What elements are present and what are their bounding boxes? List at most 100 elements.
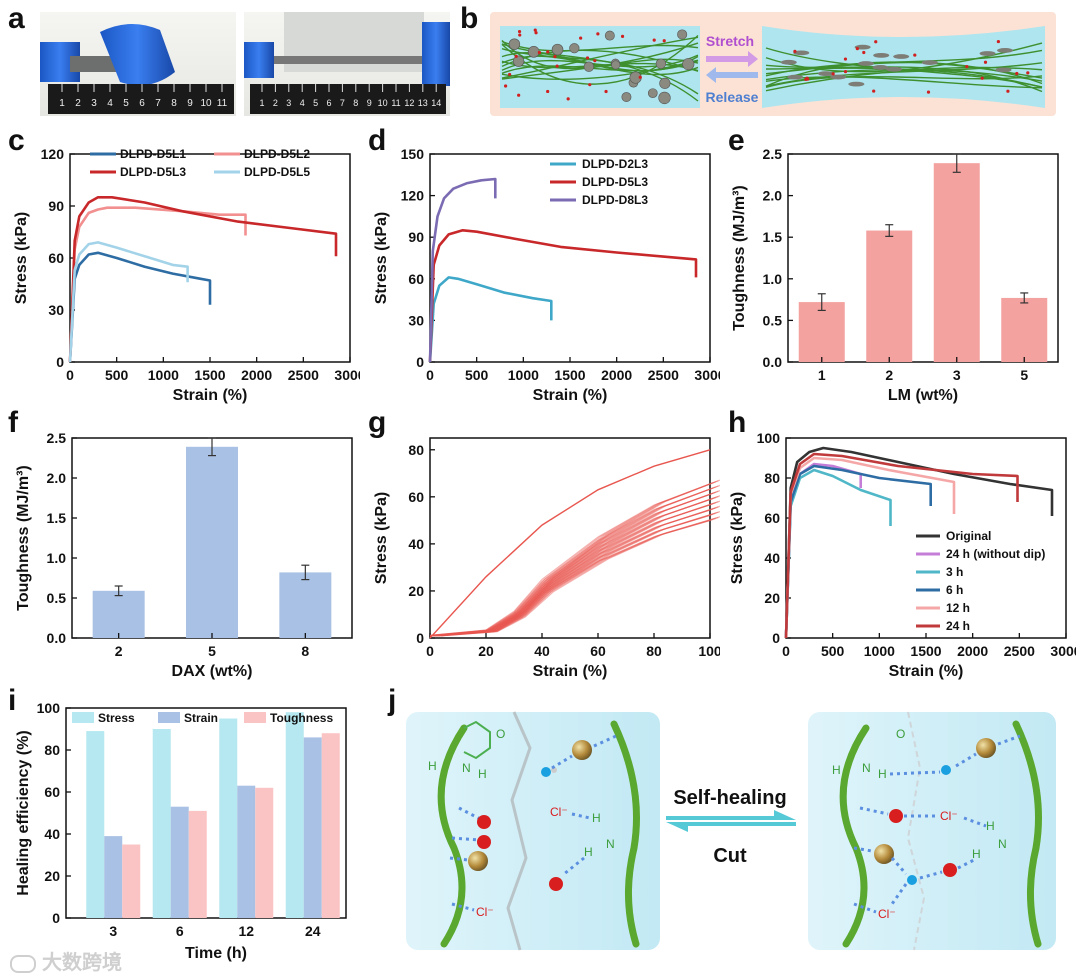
cycle-curve — [435, 517, 716, 637]
x-tick-label: 0 — [426, 643, 434, 659]
bar-Strain-12 — [237, 785, 256, 918]
plot-frame — [429, 437, 711, 639]
liquid-metal-droplet — [682, 58, 695, 71]
cycle-curve — [438, 516, 719, 637]
chloride-ion: Cl⁻ — [878, 907, 896, 921]
chart-f-toughness-dax: 0.0 0.5 1.0 1.5 2.0 2.5 2 5 8 DAX (wt%) Toughness … — [15, 430, 353, 680]
ruler-tick-label: 2 — [75, 98, 81, 109]
polymer-chains-left — [501, 28, 699, 105]
legend-label: 3 h — [946, 565, 963, 579]
y-axis-label: Stress (kPa) — [730, 492, 746, 585]
crack-line — [506, 711, 532, 951]
chart-e-toughness-lm: 0.0 0.5 1.0 1.5 2.0 2.5 1 2 3 5 LM (wt%) Toughness … — [731, 146, 1059, 404]
polymer-chain — [501, 36, 699, 79]
panel-a-photos: 1 2 3 4 5 6 7 8 9 10 11 1 2 3 4 5 6 7 8 9 10 11 12 13 14 — [40, 12, 450, 116]
cycle-curve — [435, 496, 716, 637]
ruler-tick-label: 11 — [217, 98, 228, 109]
y-axis-label: Toughness (MJ/m³) — [15, 465, 32, 610]
chart-i-healing-efficiency: 0 20 40 60 80 100 3 6 12 24 Stress Strain Toughness T… — [15, 700, 347, 962]
ion-dot — [555, 64, 559, 68]
series-line-DLPD-D2L3 — [428, 276, 553, 363]
photo-right: 1 2 3 4 5 6 7 8 9 10 11 12 13 14 — [244, 12, 450, 116]
ion-dot — [996, 39, 1000, 44]
bar-Toughness-3 — [122, 844, 141, 918]
cut-label: Cut — [713, 845, 747, 867]
legend-label: 6 h — [946, 583, 963, 597]
cycle-curve — [429, 493, 711, 637]
series-line-24 h — [784, 452, 1019, 639]
release-arrow — [706, 67, 758, 83]
metal-ion — [477, 815, 491, 829]
liquid-metal-droplet — [886, 66, 903, 72]
cycle-curve — [432, 492, 714, 637]
cycle-curve — [432, 503, 713, 637]
ion-dot — [872, 89, 876, 93]
ruler-tick-label: 1 — [259, 98, 264, 108]
x-tick-label: 1500 — [194, 367, 225, 383]
polymer-chain — [501, 34, 699, 85]
healed-state: O N H H Cl⁻ H N H Cl⁻ — [808, 711, 1056, 951]
x-axis-label: LM (wt%) — [888, 387, 958, 404]
cycle-curve — [435, 486, 716, 636]
cycle-curve — [429, 483, 711, 636]
ion-dot — [553, 54, 557, 59]
ruler-tick-label: 7 — [340, 98, 345, 108]
y-tick-label: 60 — [764, 510, 780, 526]
y-tick-label: 80 — [44, 742, 60, 758]
glove-left-hand — [244, 42, 274, 78]
x-axis-label: Time (h) — [185, 945, 247, 962]
x-tick-label: 1 — [818, 367, 826, 383]
chart-c-stress-strain: 0 30 60 90 120 0 500 1000 1500 2000 2500 3000 Strain… — [14, 146, 360, 404]
ion-dot — [1015, 71, 1019, 76]
cycle-curve — [441, 516, 720, 637]
cycle-curve — [438, 511, 719, 637]
polymer-chain-right — [1012, 720, 1042, 948]
liquid-metal-droplet — [647, 88, 658, 98]
x-tick-label: 20 — [478, 643, 494, 659]
ruler-tick-label: 6 — [326, 98, 331, 108]
cycle-curve — [441, 484, 720, 636]
atom-n: N — [606, 837, 615, 851]
x-tick-label: 3000 — [694, 367, 720, 383]
series-line-DLPD-D5L3 — [428, 229, 698, 363]
cycle-curve — [441, 510, 720, 637]
panel-label-i: i — [8, 684, 17, 717]
polymer-chain — [765, 75, 1043, 88]
atom-h: H — [878, 767, 887, 781]
chloride-ion: Cl⁻ — [940, 809, 958, 823]
cycle-curve — [429, 509, 711, 637]
polymer-chain — [765, 64, 1043, 93]
chart-h-healing-curves: 020406080100050010001500200025003000Stra… — [730, 430, 1076, 680]
polymer-chain — [501, 40, 699, 52]
ruler — [48, 84, 234, 114]
x-tick-label: 500 — [465, 367, 489, 383]
ruler-tick-label: 4 — [300, 98, 305, 108]
y-tick-label: 0 — [416, 630, 424, 646]
liquid-metal-droplet — [527, 46, 540, 58]
liquid-metal-droplet — [658, 91, 671, 105]
x-tick-label: 3000 — [1050, 643, 1076, 659]
series-line-DLPD-D8L3 — [428, 177, 497, 363]
panel-label-d: d — [368, 124, 387, 157]
ruler-tick-label: 9 — [187, 98, 193, 109]
ion-dot — [652, 38, 656, 42]
ion-dot — [593, 59, 597, 63]
liquid-metal-droplet — [921, 60, 938, 66]
panel-label-g: g — [368, 406, 387, 439]
cycle-curve — [438, 490, 719, 637]
cycle-curve — [441, 500, 720, 637]
ruler-tick-label: 9 — [367, 98, 372, 108]
liquid-metal-droplet — [604, 30, 615, 41]
liquid-metal-droplet — [817, 71, 834, 77]
plot-frame — [787, 153, 1059, 363]
y-tick-label: 0 — [772, 630, 780, 646]
self-healing-label: Self-healing — [673, 787, 786, 809]
bar-Strain-3 — [104, 836, 123, 918]
x-tick-label: 1000 — [864, 643, 895, 659]
bar-Stress-24 — [285, 712, 304, 918]
ruler-tick-label: 10 — [200, 98, 212, 109]
metal-ion — [549, 877, 563, 891]
y-axis-label: Stress (kPa) — [14, 212, 30, 305]
liquid-metal-droplet — [655, 58, 667, 69]
legend-label: DLPD-D2L3 — [582, 157, 648, 171]
